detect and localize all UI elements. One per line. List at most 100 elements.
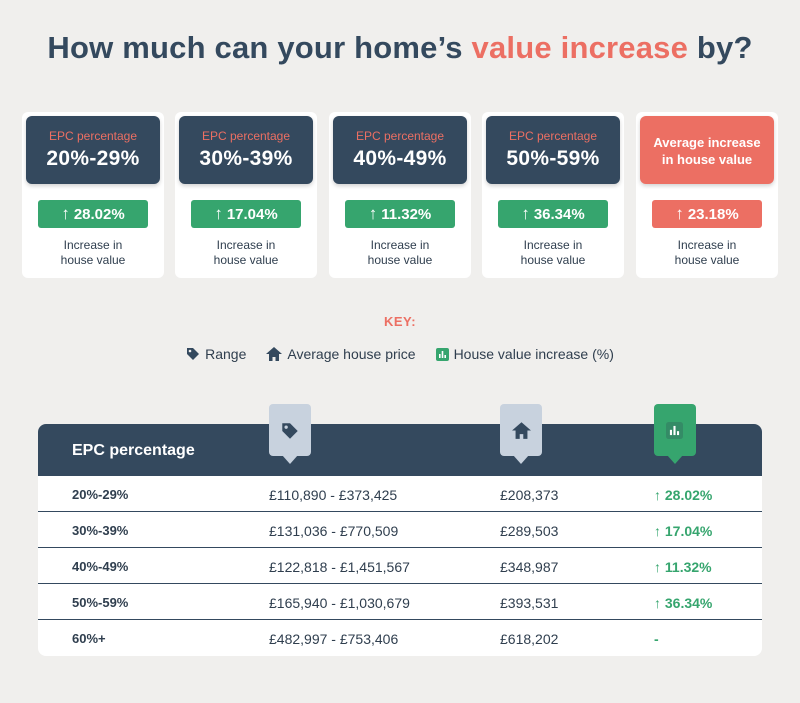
- cell-epc: 20%-29%: [72, 487, 129, 502]
- epc-card-range: 40%-49%: [353, 147, 447, 170]
- arrow-up-icon: ↑: [675, 204, 684, 223]
- key-label: House value increase (%): [453, 346, 614, 362]
- epc-card-range: 20%-29%: [46, 147, 140, 170]
- table-header: EPC percentage: [38, 424, 762, 476]
- epc-card-label: EPC percentage: [508, 129, 598, 143]
- bar-chart-icon: [666, 422, 683, 439]
- footer-line: Increase in: [677, 238, 737, 252]
- epc-card-footer: Increase in house value: [22, 238, 164, 268]
- epc-card-footer: Increase in house value: [329, 238, 471, 268]
- footer-line: house value: [674, 253, 740, 267]
- marker-pointer: [513, 455, 529, 464]
- page-title: How much can your home’s value increase …: [0, 30, 800, 66]
- cell-epc: 40%-49%: [72, 559, 129, 574]
- epc-table: EPC percentage 20%-29% £110,890 - £373,4…: [38, 404, 762, 656]
- epc-card: EPC percentage 50%-59% ↑ 36.34% Increase …: [482, 112, 624, 278]
- cell-avg-price: £393,531: [500, 595, 559, 611]
- column-header-epc: EPC percentage: [72, 442, 195, 459]
- key-item-range: Range: [186, 346, 246, 362]
- increase-value: 17.04%: [226, 206, 278, 223]
- table-row: 20%-29% £110,890 - £373,425 £208,373 ↑ 2…: [38, 476, 762, 512]
- increase-pill: ↑ 28.02%: [38, 200, 148, 228]
- increase-column-marker: [654, 404, 696, 464]
- average-increase-value: 23.18%: [687, 206, 739, 223]
- increase-pill: ↑ 36.34%: [498, 200, 608, 228]
- epc-card: EPC percentage 20%-29% ↑ 28.02% Increase …: [22, 112, 164, 278]
- cell-range: £131,036 - £770,509: [269, 523, 399, 539]
- cell-range: £165,940 - £1,030,679: [269, 595, 410, 611]
- cell-epc: 50%-59%: [72, 595, 129, 610]
- cell-avg-price: £289,503: [500, 523, 559, 539]
- epc-card-label: EPC percentage: [355, 129, 445, 143]
- epc-card: EPC percentage 30%-39% ↑ 17.04% Increase …: [175, 112, 317, 278]
- cell-epc: 30%-39%: [72, 523, 129, 538]
- footer-line: house value: [60, 253, 126, 267]
- arrow-up-icon: ↑: [521, 204, 530, 223]
- footer-line: house value: [213, 253, 279, 267]
- increase-value: 11.32%: [381, 206, 432, 223]
- cell-range: £122,818 - £1,451,567: [269, 559, 410, 575]
- cell-epc: 60%+: [72, 631, 106, 646]
- average-card: Average increase in house value ↑ 23.18% …: [636, 112, 778, 278]
- footer-line: house value: [367, 253, 433, 267]
- marker-pointer: [282, 455, 298, 464]
- range-column-marker: [269, 404, 311, 464]
- tag-icon: [282, 423, 298, 439]
- tag-icon: [187, 348, 200, 360]
- table-row: 40%-49% £122,818 - £1,451,567 £348,987 ↑…: [38, 548, 762, 584]
- house-icon: [512, 422, 531, 439]
- increase-value: 36.34%: [533, 206, 585, 223]
- epc-card-label: EPC percentage: [201, 129, 291, 143]
- table-row: 60%+ £482,997 - £753,406 £618,202 -: [38, 620, 762, 656]
- increase-pill: ↑ 11.32%: [345, 200, 455, 228]
- average-card-footer: Increase in house value: [636, 238, 778, 268]
- footer-line: Increase in: [63, 238, 123, 252]
- marker-pointer: [667, 455, 683, 464]
- footer-line: Increase in: [523, 238, 583, 252]
- average-card-header: Average increase in house value: [640, 116, 774, 184]
- cell-range: £110,890 - £373,425: [269, 487, 398, 503]
- arrow-up-icon: ↑: [368, 204, 378, 223]
- cell-range: £482,997 - £753,406: [269, 631, 399, 647]
- epc-card-label: EPC percentage: [48, 129, 138, 143]
- epc-cards: EPC percentage 20%-29% ↑ 28.02% Increase …: [22, 112, 780, 278]
- cell-increase: ↑ 36.34%: [654, 595, 713, 611]
- title-prefix: How much can your home’s: [47, 30, 472, 65]
- footer-line: Increase in: [370, 238, 430, 252]
- cell-avg-price: £618,202: [500, 631, 559, 647]
- cell-avg-price: £208,373: [500, 487, 559, 503]
- footer-line: house value: [520, 253, 586, 267]
- epc-card-header: EPC percentage 40%-49%: [333, 116, 467, 184]
- epc-card-header: EPC percentage 30%-39%: [179, 116, 313, 184]
- epc-card-header: EPC percentage 20%-29%: [26, 116, 160, 184]
- house-icon: [266, 347, 283, 361]
- table-row: 50%-59% £165,940 - £1,030,679 £393,531 ↑…: [38, 584, 762, 620]
- cell-increase: -: [654, 631, 659, 647]
- title-suffix: by?: [688, 30, 753, 65]
- average-card-heading: Average increase in house value: [653, 135, 761, 167]
- cell-increase: ↑ 28.02%: [654, 487, 713, 503]
- arrow-up-icon: ↑: [61, 204, 70, 223]
- epc-card-range: 50%-59%: [506, 147, 600, 170]
- key-item-average-price: Average house price: [266, 346, 416, 362]
- key-legend: Range Average house price House value in…: [0, 346, 800, 362]
- increase-value: 28.02%: [73, 206, 125, 223]
- table-row: 30%-39% £131,036 - £770,509 £289,503 ↑ 1…: [38, 512, 762, 548]
- cell-increase: ↑ 17.04%: [654, 523, 713, 539]
- epc-card: EPC percentage 40%-49% ↑ 11.32% Increase …: [329, 112, 471, 278]
- cell-increase: ↑ 11.32%: [654, 559, 712, 575]
- arrow-up-icon: ↑: [214, 204, 223, 223]
- average-increase-pill: ↑ 23.18%: [652, 200, 762, 228]
- price-column-marker: [500, 404, 542, 464]
- bar-chart-icon: [435, 347, 449, 361]
- epc-card-footer: Increase in house value: [482, 238, 624, 268]
- epc-card-range: 30%-39%: [199, 147, 293, 170]
- title-accent: value increase: [471, 30, 689, 65]
- epc-card-footer: Increase in house value: [175, 238, 317, 268]
- key-label: Range: [205, 346, 247, 362]
- epc-card-header: EPC percentage 50%-59%: [486, 116, 620, 184]
- cell-avg-price: £348,987: [500, 559, 559, 575]
- key-title: KEY:: [383, 314, 417, 329]
- key-label: Average house price: [287, 346, 416, 362]
- footer-line: Increase in: [216, 238, 276, 252]
